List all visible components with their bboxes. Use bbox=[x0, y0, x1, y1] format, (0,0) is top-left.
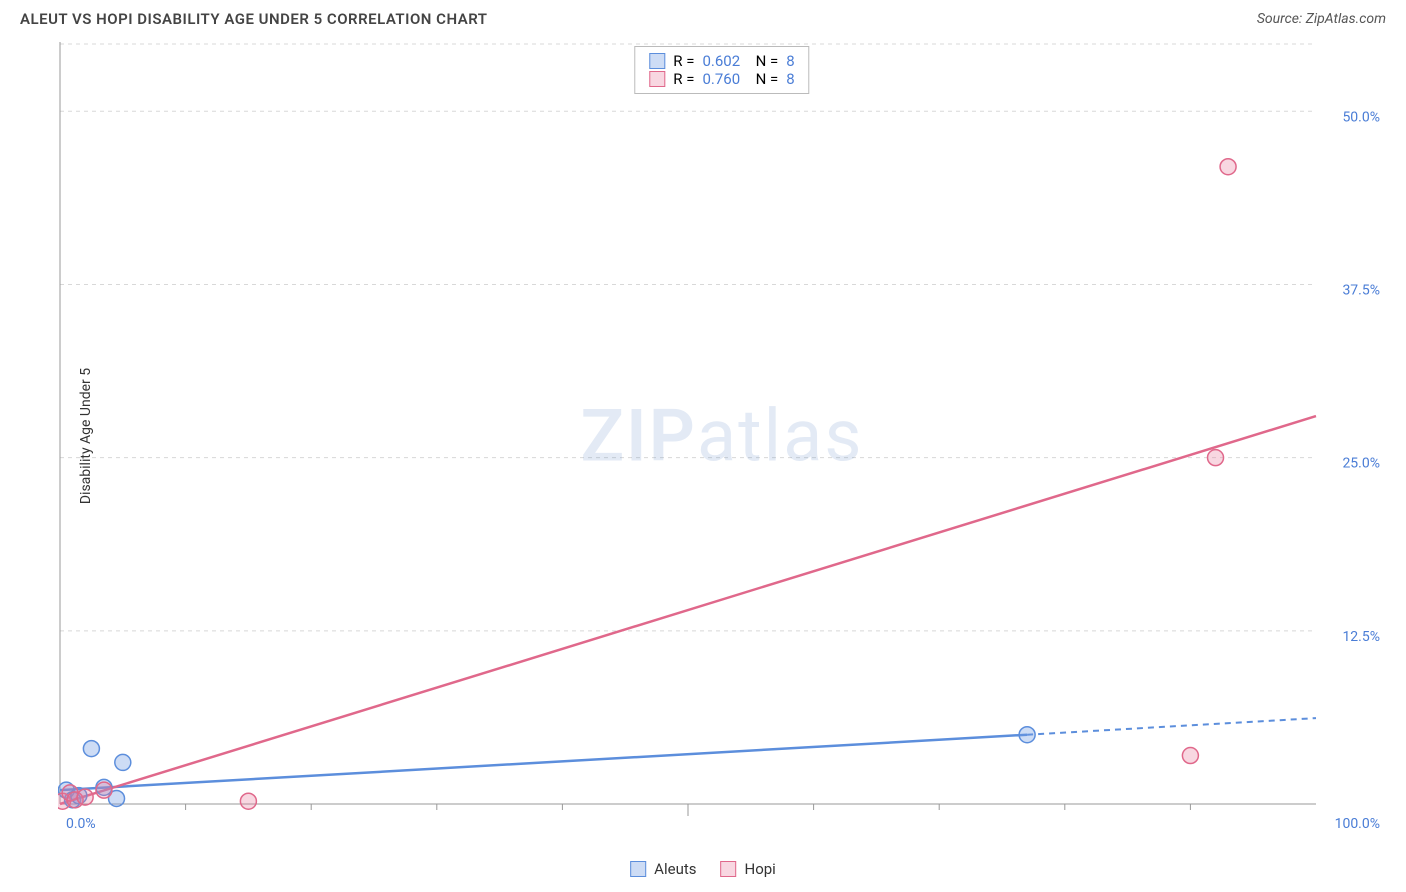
legend-label-aleuts: Aleuts bbox=[654, 860, 696, 878]
stat-label-n: N = bbox=[748, 52, 778, 70]
chart-source: Source: ZipAtlas.com bbox=[1257, 11, 1386, 27]
legend-item-hopi: Hopi bbox=[720, 860, 775, 878]
plot-svg: 12.5% 25.0% 37.5% 50.0% 0.0% 100.0% bbox=[58, 40, 1386, 832]
svg-text:25.0%: 25.0% bbox=[1342, 456, 1380, 472]
svg-text:12.5%: 12.5% bbox=[1342, 629, 1380, 645]
chart-area: Disability Age Under 5 12.5%25.0%37.5%50… bbox=[28, 40, 1386, 832]
legend-swatch-aleuts bbox=[649, 53, 665, 69]
chart-title: ALEUT VS HOPI DISABILITY AGE UNDER 5 COR… bbox=[20, 10, 487, 28]
svg-text:37.5%: 37.5% bbox=[1342, 282, 1380, 298]
stat-label-n: N = bbox=[748, 70, 778, 88]
legend-swatch-hopi bbox=[649, 71, 665, 87]
legend-item-aleuts: Aleuts bbox=[630, 860, 696, 878]
plot-area: 12.5% 25.0% 37.5% 50.0% 0.0% 100.0% R = 0.602… bbox=[58, 40, 1386, 832]
stat-r-aleuts: 0.602 bbox=[702, 52, 740, 70]
series-legend: Aleuts Hopi bbox=[630, 860, 776, 878]
svg-text:100.0%: 100.0% bbox=[1335, 816, 1380, 832]
legend-swatch-hopi-icon bbox=[720, 861, 736, 877]
stat-n-aleuts: 8 bbox=[786, 52, 794, 70]
svg-text:0.0%: 0.0% bbox=[66, 816, 96, 832]
legend-swatch-aleuts-icon bbox=[630, 861, 646, 877]
stat-n-hopi: 8 bbox=[786, 70, 794, 88]
stat-r-hopi: 0.760 bbox=[702, 70, 740, 88]
stat-label-r: R = bbox=[673, 52, 694, 70]
stats-row-hopi: R = 0.760 N = 8 bbox=[649, 70, 794, 88]
stats-row-aleuts: R = 0.602 N = 8 bbox=[649, 52, 794, 70]
stats-legend-box: R = 0.602 N = 8 R = 0.760 N = 8 bbox=[634, 46, 809, 94]
stat-label-r: R = bbox=[673, 70, 694, 88]
legend-label-hopi: Hopi bbox=[744, 860, 775, 878]
svg-text:50.0%: 50.0% bbox=[1342, 109, 1380, 125]
chart-header: ALEUT VS HOPI DISABILITY AGE UNDER 5 COR… bbox=[0, 0, 1406, 34]
